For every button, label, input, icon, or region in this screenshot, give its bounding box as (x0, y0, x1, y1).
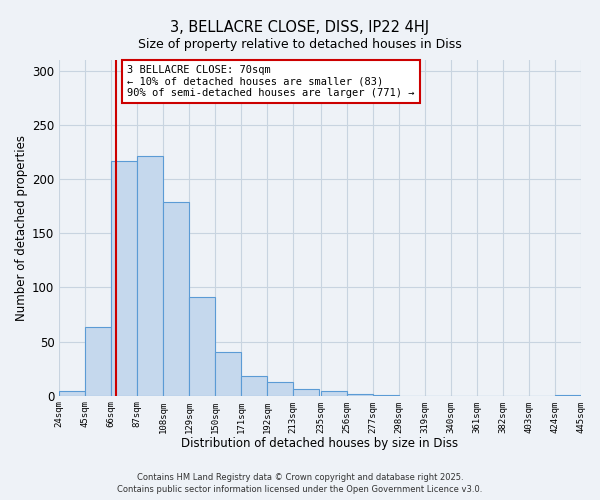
Bar (373, 394, 398, 396)
Bar (241, 376, 267, 396)
Bar (59, 392, 85, 396)
X-axis label: Distribution of detached houses by size in Diss: Distribution of detached houses by size … (181, 437, 458, 450)
Bar (163, 202, 189, 396)
Bar (85, 328, 111, 396)
Bar (554, 394, 581, 396)
Text: 3, BELLACRE CLOSE, DISS, IP22 4HJ: 3, BELLACRE CLOSE, DISS, IP22 4HJ (170, 20, 430, 35)
Bar (111, 160, 137, 396)
Bar (320, 392, 347, 396)
Text: 3 BELLACRE CLOSE: 70sqm
← 10% of detached houses are smaller (83)
90% of semi-de: 3 BELLACRE CLOSE: 70sqm ← 10% of detache… (127, 65, 415, 98)
Bar (137, 156, 163, 396)
Text: Contains HM Land Registry data © Crown copyright and database right 2025.: Contains HM Land Registry data © Crown c… (137, 474, 463, 482)
Bar (215, 352, 241, 396)
Bar (189, 297, 215, 396)
Y-axis label: Number of detached properties: Number of detached properties (15, 135, 28, 321)
Bar (293, 389, 319, 396)
Text: Contains public sector information licensed under the Open Government Licence v3: Contains public sector information licen… (118, 485, 482, 494)
Text: Size of property relative to detached houses in Diss: Size of property relative to detached ho… (138, 38, 462, 51)
Bar (347, 394, 373, 396)
Bar (267, 382, 293, 396)
